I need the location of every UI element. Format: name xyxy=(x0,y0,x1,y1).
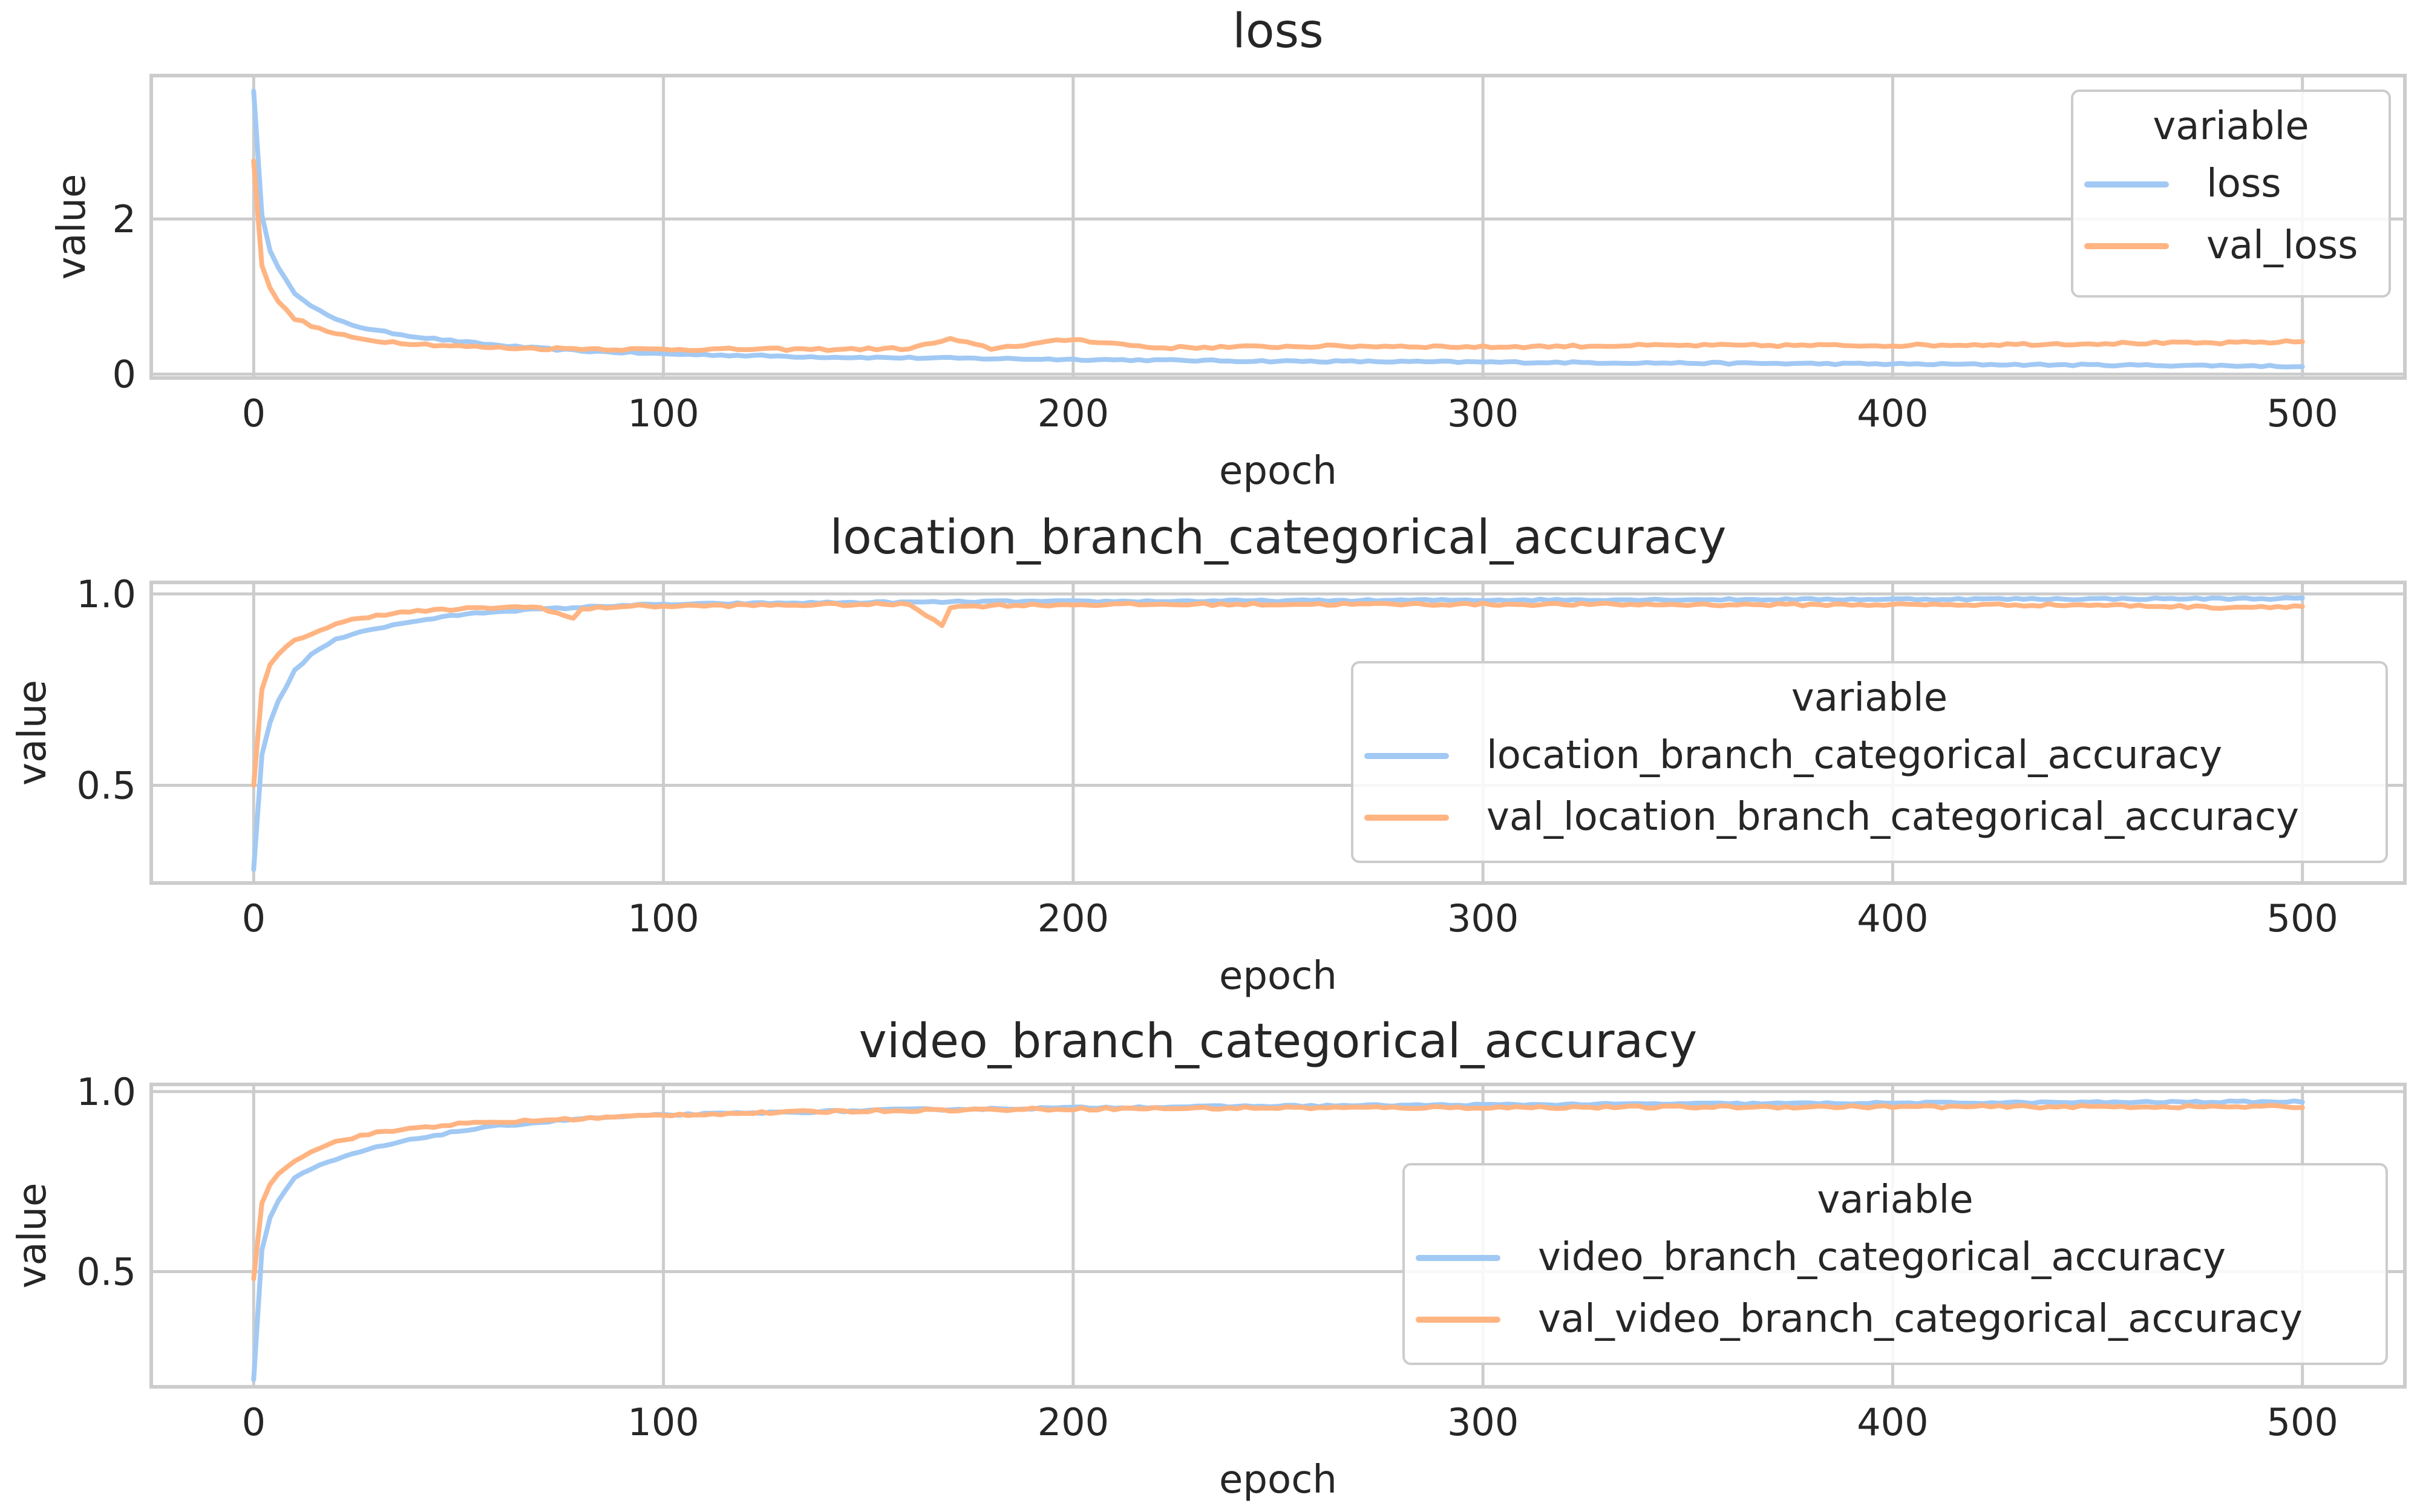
legend-label: val_loss xyxy=(2206,223,2358,268)
legend-title: variable xyxy=(2153,104,2309,149)
x-tick-label: 200 xyxy=(1038,391,1109,435)
legend-label: val_location_branch_categorical_accuracy xyxy=(1486,795,2299,839)
y-tick-label: 1.0 xyxy=(76,1070,136,1114)
y-tick-label: 0 xyxy=(113,353,136,397)
legend-label: video_branch_categorical_accuracy xyxy=(1538,1235,2226,1280)
legend: variable location_branch_categorical_accu… xyxy=(1351,661,2388,863)
x-tick-label: 400 xyxy=(1857,896,1928,940)
chart-title: video_branch_categorical_accuracy xyxy=(859,1014,1698,1069)
series-line-val-location-branch-categorical-accuracy xyxy=(251,601,2305,788)
legend-label: val_video_branch_categorical_accuracy xyxy=(1538,1297,2303,1341)
x-tick-label: 500 xyxy=(2267,896,2338,940)
chart-title: location_branch_categorical_accuracy xyxy=(829,510,1726,565)
chart-panel-2: 0 100 200 300 400 500 0.5 1.0 location_branch_ca… xyxy=(10,510,2407,999)
y-axis-label: value xyxy=(50,174,94,280)
series-line-val-video-branch-categorical-accuracy xyxy=(251,1103,2305,1282)
x-tick-label: 300 xyxy=(1447,391,1519,435)
chart-panel-3: 0 100 200 300 400 500 0.5 1.0 video_branch_categ… xyxy=(10,1014,2407,1502)
plot-area xyxy=(151,76,2405,378)
x-axis-label: epoch xyxy=(1219,954,1337,999)
chart-panel-1: 0 100 200 300 400 500 0 2 loss epoch value variable… xyxy=(50,4,2407,494)
x-tick-label: 300 xyxy=(1447,896,1519,940)
x-tick-label: 0 xyxy=(242,1400,266,1444)
axes-frame xyxy=(149,1083,2407,1389)
legend-label: location_branch_categorical_accuracy xyxy=(1486,733,2222,778)
x-tick-label: 100 xyxy=(627,896,699,940)
series-line-val-loss xyxy=(251,158,2305,353)
x-tick-label: 500 xyxy=(2267,1400,2338,1444)
x-tick-label: 100 xyxy=(627,1400,699,1444)
x-tick-label: 400 xyxy=(1857,1400,1928,1444)
x-tick-label: 0 xyxy=(242,391,266,435)
y-tick-label: 0.5 xyxy=(76,764,136,808)
y-tick-label: 2 xyxy=(113,197,136,241)
y-tick-label: 1.0 xyxy=(76,572,136,616)
x-tick-label: 400 xyxy=(1857,391,1928,435)
legend: variable video_branch_categorical_accurac… xyxy=(1402,1163,2388,1365)
x-tick-label: 0 xyxy=(242,896,266,940)
legend-box xyxy=(1351,661,2388,863)
legend-label: loss xyxy=(2206,161,2281,206)
legend-title: variable xyxy=(1817,1178,1973,1222)
axes-frame xyxy=(149,74,2407,380)
x-axis-label: epoch xyxy=(1219,449,1337,494)
legend-title: variable xyxy=(1791,676,1947,720)
x-tick-label: 200 xyxy=(1038,896,1109,940)
x-tick-label: 200 xyxy=(1038,1400,1109,1444)
x-tick-label: 100 xyxy=(627,391,699,435)
x-tick-label: 300 xyxy=(1447,1400,1519,1444)
chart-title: loss xyxy=(1232,4,1324,59)
y-axis-label: value xyxy=(10,1183,55,1289)
legend-box xyxy=(1402,1163,2388,1365)
y-tick-label: 0.5 xyxy=(76,1250,136,1294)
axes-frame xyxy=(149,581,2407,885)
legend: variable loss val_loss xyxy=(2071,90,2391,298)
x-axis-label: epoch xyxy=(1219,1458,1337,1502)
y-axis-label: value xyxy=(10,680,55,786)
x-tick-label: 500 xyxy=(2267,391,2338,435)
series-line-loss xyxy=(251,88,2305,370)
